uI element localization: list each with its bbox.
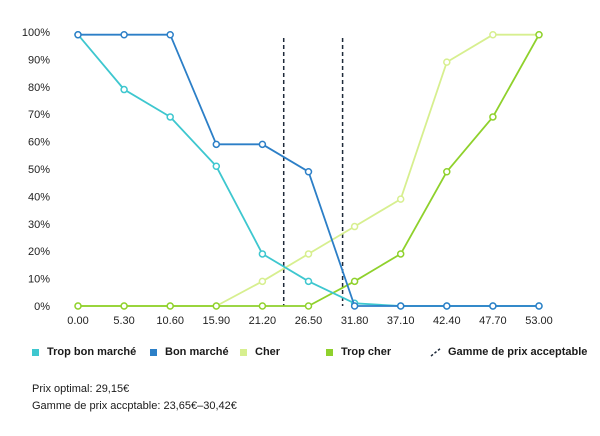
data-point: [396, 302, 405, 310]
x-tick-label: 21.20: [249, 315, 277, 327]
data-point: [304, 250, 313, 258]
data-point: [535, 302, 543, 310]
legend-label: Bon marché: [165, 346, 229, 358]
legend-item-trop-cher: Trop cher: [326, 343, 391, 361]
data-point: [304, 277, 313, 286]
x-axis-tick-labels: 0.00 5.30 10.60 15.90 21.20 26.50 31.80 37.10 42…: [67, 315, 552, 327]
y-tick-label: 80%: [28, 82, 50, 94]
data-point: [535, 30, 543, 39]
data-point: [212, 162, 221, 171]
acceptable-range-lines: [282, 38, 344, 306]
legend-label: Gamme de prix acceptable: [448, 346, 588, 358]
y-axis-tick-labels: 0% 10% 20% 30% 40% 50% 60% 70% 80% 90% 100%: [22, 27, 50, 313]
legend-item-acceptable-range: Gamme de prix acceptable: [430, 343, 587, 361]
acceptable-range-text: Gamme de prix accptable: 23,65€–30,42€: [32, 400, 237, 412]
legend-label: Cher: [255, 346, 281, 358]
data-point: [258, 302, 267, 310]
y-tick-label: 100%: [22, 27, 50, 39]
data-point: [396, 250, 405, 258]
data-point: [212, 140, 221, 149]
legend-item-cher: Cher: [240, 343, 280, 361]
x-tick-label: 0.00: [67, 315, 88, 327]
x-tick-label: 10.60: [156, 315, 184, 327]
optimal-price-text: Prix optimal: 29,15€: [32, 383, 130, 395]
y-tick-label: 90%: [28, 54, 50, 66]
data-point: [350, 222, 359, 231]
data-point: [489, 113, 497, 121]
x-tick-label: 37.10: [387, 315, 415, 327]
data-point: [166, 302, 174, 310]
y-tick-label: 0%: [34, 301, 50, 313]
data-point: [304, 167, 313, 176]
data-point: [212, 302, 221, 310]
data-point: [258, 250, 267, 258]
data-point: [443, 58, 451, 66]
legend-swatch: [326, 348, 333, 356]
y-tick-label: 50%: [28, 164, 50, 176]
legend-item-bon-marche: Bon marché: [150, 343, 229, 361]
data-point: [166, 30, 174, 39]
x-tick-label: 31.80: [341, 315, 369, 327]
data-point: [443, 302, 451, 310]
data-point: [166, 113, 174, 121]
y-tick-label: 70%: [28, 109, 50, 121]
legend-swatch: [150, 348, 157, 356]
data-point: [489, 30, 497, 39]
x-tick-label: 47.70: [479, 315, 507, 327]
y-tick-label: 30%: [28, 219, 50, 231]
data-point: [304, 302, 313, 310]
data-point: [489, 302, 497, 310]
data-point: [74, 302, 82, 310]
price-sensitivity-chart: 0% 10% 20% 30% 40% 50% 60% 70% 80% 90% 100% 0.00 5.…: [22, 27, 553, 327]
data-point: [443, 167, 451, 176]
dashed-line-icon: [430, 347, 442, 357]
data-point: [258, 140, 267, 149]
y-tick-label: 60%: [28, 137, 50, 149]
legend-item-trop-bon-marche: Trop bon marché: [32, 343, 136, 361]
data-point: [120, 30, 128, 39]
y-tick-label: 40%: [28, 191, 50, 203]
x-tick-label: 5.30: [113, 315, 134, 327]
x-tick-label: 53.00: [525, 315, 553, 327]
data-point: [350, 302, 359, 310]
data-point: [396, 195, 405, 203]
x-tick-label: 15.90: [203, 315, 231, 327]
y-tick-label: 20%: [28, 246, 50, 258]
legend-swatch: [32, 348, 39, 356]
series-lines: [74, 30, 543, 310]
legend: Trop bon marché Bon marché Cher Trop che…: [32, 343, 592, 361]
x-tick-label: 42.40: [433, 315, 461, 327]
data-point: [74, 30, 82, 39]
legend-swatch: [240, 348, 247, 356]
data-point: [120, 302, 128, 310]
series-bon-march-: [74, 30, 543, 310]
price-notes: Prix optimal: 29,15€ Gamme de prix accpt…: [32, 381, 237, 415]
y-tick-label: 10%: [28, 274, 50, 286]
x-tick-label: 26.50: [295, 315, 323, 327]
series-trop-cher: [74, 30, 543, 310]
data-point: [120, 85, 128, 94]
legend-label: Trop cher: [341, 346, 392, 358]
data-point: [350, 277, 359, 286]
data-point: [258, 277, 267, 286]
legend-label: Trop bon marché: [47, 346, 137, 358]
